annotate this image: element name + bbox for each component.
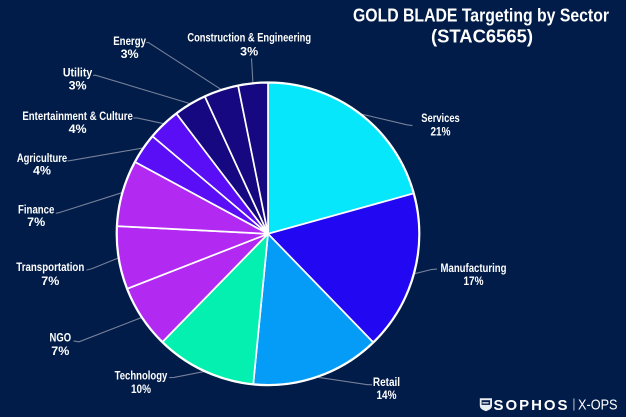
svg-text:4%: 4% [33,163,51,177]
svg-text:Energy: Energy [113,34,146,48]
svg-text:GOLD BLADE Targeting by Sector: GOLD BLADE Targeting by Sector [353,6,609,26]
svg-text:17%: 17% [464,274,484,288]
svg-text:3%: 3% [240,45,258,59]
svg-text:Construction & Engineering: Construction & Engineering [187,31,311,45]
svg-text:(STAC6565): (STAC6565) [431,27,533,47]
svg-text:Retail: Retail [373,375,400,389]
svg-text:7%: 7% [27,215,45,229]
svg-text:7%: 7% [51,344,69,358]
svg-text:Agriculture: Agriculture [17,151,68,165]
svg-text:Manufacturing: Manufacturing [441,261,507,275]
svg-text:3%: 3% [121,47,139,61]
svg-text:Transportation: Transportation [16,260,84,274]
svg-text:SOPHOS: SOPHOS [494,397,570,414]
svg-text:21%: 21% [431,125,451,139]
svg-text:Technology: Technology [115,369,168,383]
svg-text:Finance: Finance [18,203,55,217]
svg-text:Services: Services [421,111,460,125]
svg-text:Utility: Utility [63,66,93,80]
svg-text:4%: 4% [69,122,87,136]
svg-text:X-OPS: X-OPS [578,398,618,414]
svg-text:Entertainment & Culture: Entertainment & Culture [22,109,133,123]
svg-text:10%: 10% [131,382,151,396]
svg-text:3%: 3% [69,78,87,92]
svg-text:NGO: NGO [50,331,72,345]
svg-text:7%: 7% [41,274,59,288]
svg-text:14%: 14% [377,388,397,402]
